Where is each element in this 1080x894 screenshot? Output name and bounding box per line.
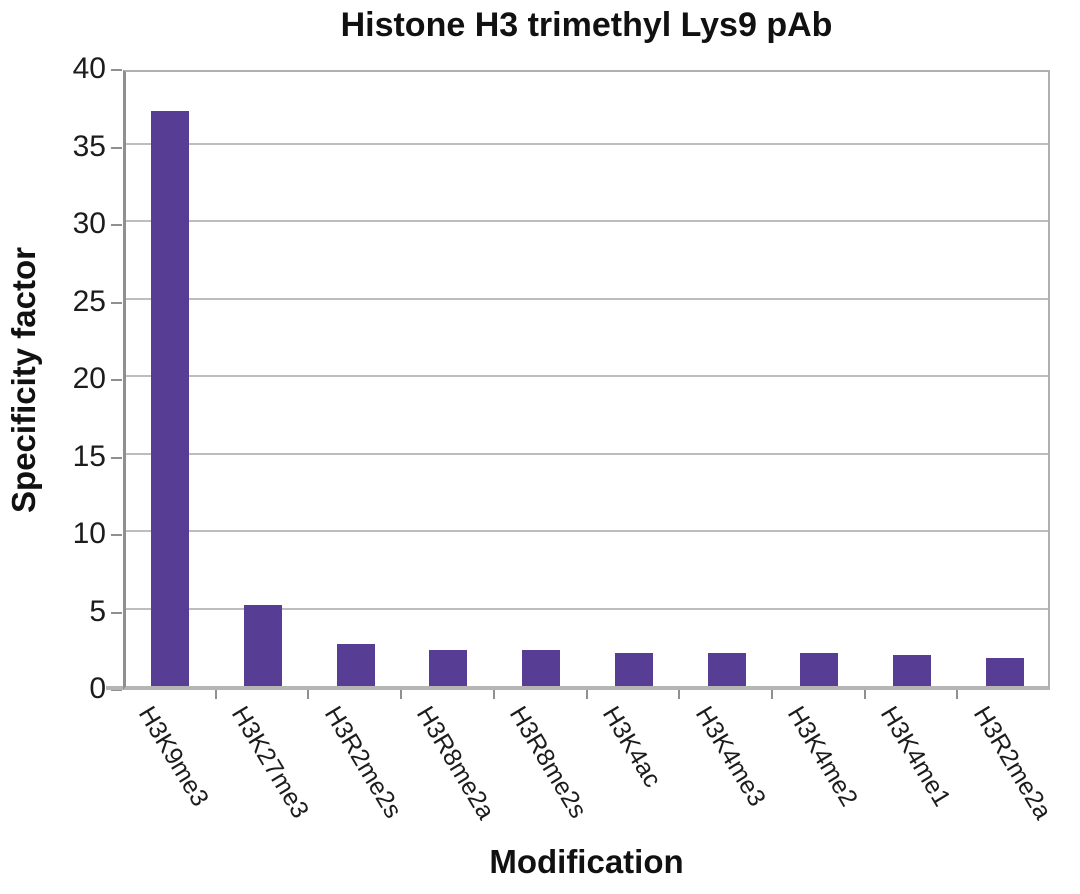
gridline bbox=[126, 452, 1048, 455]
bar-H3R2me2s bbox=[336, 644, 375, 686]
y-tick-label: 30 bbox=[72, 207, 106, 240]
y-tick-mark bbox=[111, 146, 122, 149]
x-tick-mark bbox=[678, 690, 681, 699]
y-tick-label: 20 bbox=[72, 362, 106, 395]
chart-title: Histone H3 trimethyl Lys9 pAb bbox=[340, 6, 833, 44]
y-tick-label: 0 bbox=[89, 672, 106, 705]
gridline bbox=[126, 142, 1048, 145]
y-tick-label: 35 bbox=[72, 129, 106, 163]
plot-area bbox=[123, 70, 1050, 690]
y-tick-label: 5 bbox=[89, 594, 106, 628]
x-category-label: H3K4me3 bbox=[689, 701, 771, 812]
bar-H3K4me3 bbox=[707, 653, 746, 686]
y-tick-mark bbox=[111, 224, 122, 226]
y-tick-mark bbox=[111, 301, 122, 304]
gridline bbox=[126, 375, 1048, 377]
gridline bbox=[126, 530, 1048, 532]
x-category-label: H3R8me2s bbox=[503, 701, 593, 824]
x-tick-mark bbox=[492, 690, 495, 699]
bar-H3K27me3 bbox=[244, 605, 283, 686]
x-tick-mark bbox=[307, 690, 310, 699]
x-category-label: H3R2me2s bbox=[318, 701, 408, 824]
y-tick-label: 15 bbox=[72, 439, 106, 473]
x-category-label: H3K4ac bbox=[596, 701, 667, 793]
bar-H3R2me2a bbox=[985, 658, 1024, 686]
x-axis-line-overhang bbox=[106, 686, 123, 690]
y-tick-mark bbox=[111, 379, 122, 381]
x-axis-title: Modification bbox=[489, 843, 684, 880]
x-tick-mark bbox=[863, 690, 866, 699]
x-tick-mark bbox=[585, 690, 588, 699]
x-category-label: H3K27me3 bbox=[225, 701, 315, 824]
gridline bbox=[126, 607, 1048, 610]
bar-H3R8me2a bbox=[429, 650, 468, 686]
y-tick-mark bbox=[111, 689, 122, 691]
y-tick-mark bbox=[111, 69, 122, 71]
y-tick-label: 40 bbox=[72, 52, 106, 85]
bar-H3K9me3 bbox=[151, 111, 190, 686]
y-tick-mark bbox=[111, 456, 122, 459]
x-tick-mark bbox=[956, 690, 959, 699]
bar-H3K4ac bbox=[614, 653, 653, 686]
x-category-label: H3R8me2a bbox=[411, 701, 501, 825]
bar-H3K4me1 bbox=[892, 655, 931, 686]
gridline bbox=[126, 297, 1048, 300]
y-tick-mark bbox=[111, 534, 122, 536]
x-category-label: H3K4me1 bbox=[874, 701, 957, 812]
y-tick-label: 10 bbox=[72, 517, 106, 550]
x-category-label: H3R2me2a bbox=[967, 701, 1057, 825]
gridline bbox=[126, 220, 1048, 222]
x-tick-mark bbox=[214, 690, 217, 699]
x-tick-mark bbox=[770, 690, 773, 699]
bar-H3R8me2s bbox=[522, 650, 561, 686]
x-category-label: H3K4me2 bbox=[782, 701, 864, 812]
bar-H3K4me2 bbox=[800, 653, 839, 686]
y-tick-label: 25 bbox=[72, 284, 106, 318]
x-category-label: H3K9me3 bbox=[133, 701, 215, 812]
x-tick-mark bbox=[400, 690, 403, 699]
y-tick-mark bbox=[111, 611, 122, 614]
